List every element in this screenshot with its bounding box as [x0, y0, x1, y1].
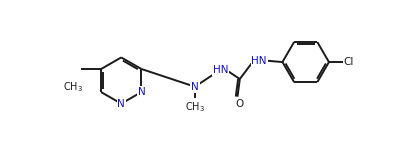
Text: O: O [235, 99, 243, 109]
Text: HN: HN [251, 56, 267, 66]
Text: HN: HN [213, 65, 228, 75]
Text: N: N [191, 82, 199, 92]
Text: N: N [117, 99, 125, 109]
Text: CH$_3$: CH$_3$ [63, 80, 83, 94]
Text: CH$_3$: CH$_3$ [185, 100, 205, 114]
Text: Cl: Cl [344, 57, 354, 67]
Text: N: N [138, 87, 145, 97]
